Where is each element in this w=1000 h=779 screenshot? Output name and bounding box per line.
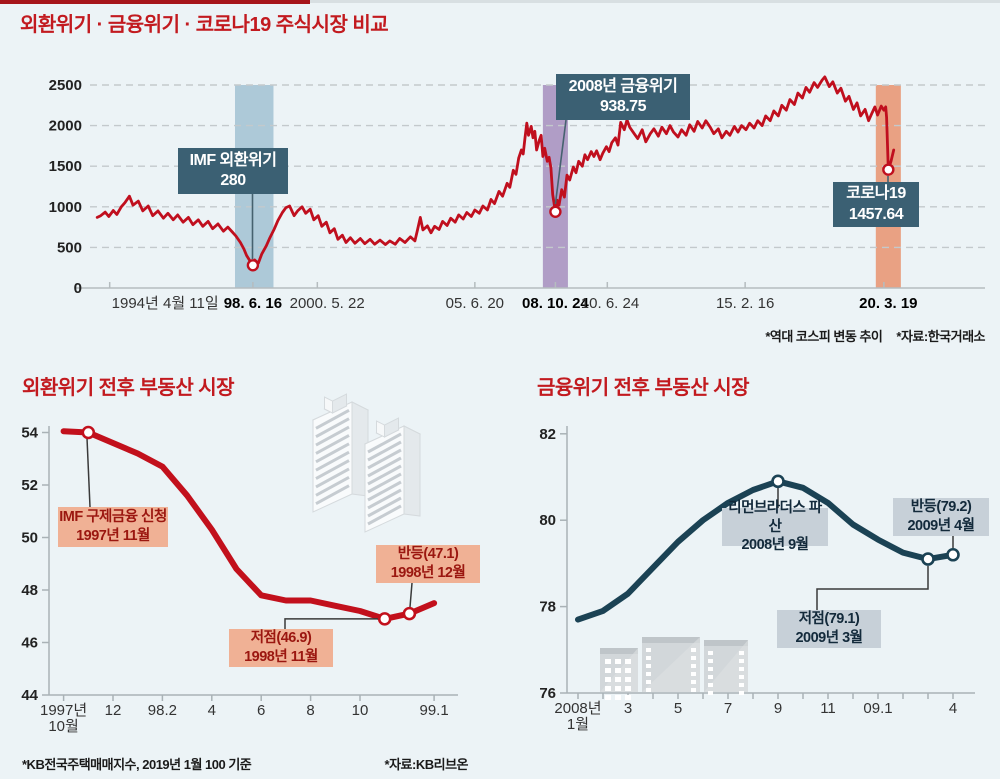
housing-gfc-x-tick-label: 5	[674, 700, 682, 717]
kospi-annotations	[246, 119, 895, 272]
housing-note-index: *KB전국주택매매지수, 2019년 1월 100 기준	[22, 757, 252, 772]
apartment-illustration-isometric	[311, 393, 422, 533]
housing-gfc-x-tick-label: 3	[624, 700, 632, 717]
housing-imf-y-tick-label: 52	[21, 477, 38, 494]
kospi-series-line	[95, 75, 896, 267]
kospi-x-tick-label: 08. 10. 24	[522, 295, 589, 312]
kospi-x-tick-label: 20. 3. 19	[859, 295, 917, 312]
covid19-band	[875, 85, 901, 288]
gfc-2008-band	[542, 85, 568, 288]
housing-imf-y-tick-label: 50	[21, 530, 38, 547]
housing-gfc-x-tick-label: 9	[774, 700, 782, 717]
housing-imf-x-tick-label: 10	[352, 702, 369, 719]
housing-imf-y-tick-label: 48	[21, 582, 38, 599]
kospi-bands	[234, 85, 901, 288]
housing-gfc-x-tick-label: 09.1	[863, 700, 892, 717]
kospi-note-series: *역대 코스피 변동 추이	[765, 329, 883, 344]
housing-gfc-y-tick-label: 76	[539, 685, 556, 702]
housing-imf-series-line	[60, 428, 438, 622]
housing-imf-chart-title: 외환위기 전후 부동산 시장	[22, 377, 235, 399]
marker-imf-bailout-request	[81, 425, 96, 440]
housing-imf-x-tick-label: 8	[306, 702, 314, 719]
housing-gfc-chart: 76 78 80 82 2008년 1월 3 5 7 9 11 09.1 4	[539, 426, 975, 733]
kospi-y-tick-label: 1500	[49, 158, 82, 175]
marker-trough-2009	[921, 552, 935, 566]
housing-gfc-x-tick-label: 4	[949, 700, 957, 717]
kospi-y-tick-label: 500	[57, 239, 82, 256]
housing-gfc-y-tick-label: 80	[539, 512, 556, 529]
kospi-x-tick-label: 1994년 4월 11일	[112, 295, 219, 312]
kospi-y-tick-label: 1000	[49, 199, 82, 216]
kospi-x-tick-label: 2000. 5. 22	[290, 295, 365, 312]
kospi-y-tick-label: 2500	[49, 77, 82, 94]
housing-imf-x-tick-label: 99.1	[419, 702, 448, 719]
housing-gfc-chart-title: 금융위기 전후 부동산 시장	[537, 377, 750, 399]
housing-imf-y-tick-label: 46	[21, 635, 38, 652]
marker-imf-currency-crisis	[246, 259, 260, 272]
kospi-note-source: *자료:한국거래소	[896, 329, 985, 344]
kospi-x-tick-label: 10. 6. 24	[581, 295, 639, 312]
housing-gfc-y-tick-label: 78	[539, 599, 556, 616]
top-accent-bar	[0, 0, 310, 4]
marker-rebound-1998	[402, 606, 417, 621]
housing-imf-x-tick-label: 98.2	[148, 702, 177, 719]
housing-note-source: *자료:KB리브온	[384, 757, 469, 772]
apartment-illustration-flat	[600, 637, 748, 700]
marker-covid19	[882, 163, 895, 176]
kospi-y-tick-label: 0	[74, 280, 82, 297]
kospi-x-tick-label: 98. 6. 16	[224, 295, 282, 312]
housing-gfc-axes: 76 78 80 82 2008년 1월 3 5 7 9 11 09.1 4	[539, 426, 975, 733]
housing-gfc-x-tick-label: 7	[724, 700, 732, 717]
imf-crisis-band	[234, 85, 274, 288]
housing-imf-x-tick-label: 6	[257, 702, 265, 719]
housing-gfc-x-tick-label: 2008년 1월	[554, 700, 601, 733]
kospi-x-axis: 1994년 4월 11일 98. 6. 16 2000. 5. 22 05. 6. 2…	[108, 282, 918, 312]
kospi-grid: 0 500 1000 1500 2000 2500	[49, 77, 985, 297]
housing-imf-y-tick-label: 54	[21, 425, 38, 442]
housing-source-note: *KB전국주택매매지수, 2019년 1월 100 기준 *자료:KB리브온	[22, 754, 469, 773]
housing-imf-x-tick-label: 1997년 10월	[40, 702, 87, 735]
kospi-source-note: *역대 코스피 변동 추이 *자료:한국거래소	[751, 326, 985, 345]
top-rule	[0, 0, 1000, 3]
kospi-x-tick-label: 05. 6. 20	[446, 295, 504, 312]
marker-financial-crisis-2008	[549, 205, 562, 218]
kospi-y-tick-label: 2000	[49, 118, 82, 135]
housing-gfc-x-tick-label: 11	[820, 700, 836, 717]
housing-gfc-series-line	[575, 478, 956, 623]
marker-trough-1998	[377, 612, 392, 626]
housing-imf-y-tick-label: 44	[21, 687, 38, 704]
housing-imf-x-tick-label: 4	[208, 702, 216, 719]
kospi-x-tick-label: 15. 2. 16	[716, 295, 774, 312]
marker-rebound-2009	[946, 547, 960, 562]
kospi-chart: 0 500 1000 1500 2000 2500 1994년 4월 11일 98. 6. 1…	[49, 75, 985, 312]
housing-gfc-y-tick-label: 82	[539, 426, 556, 443]
page-title: 외환위기 · 금융위기 · 코로나19 주식시장 비교	[20, 14, 389, 36]
marker-lehman-bankruptcy	[771, 474, 785, 489]
housing-imf-x-tick-label: 12	[105, 702, 122, 719]
